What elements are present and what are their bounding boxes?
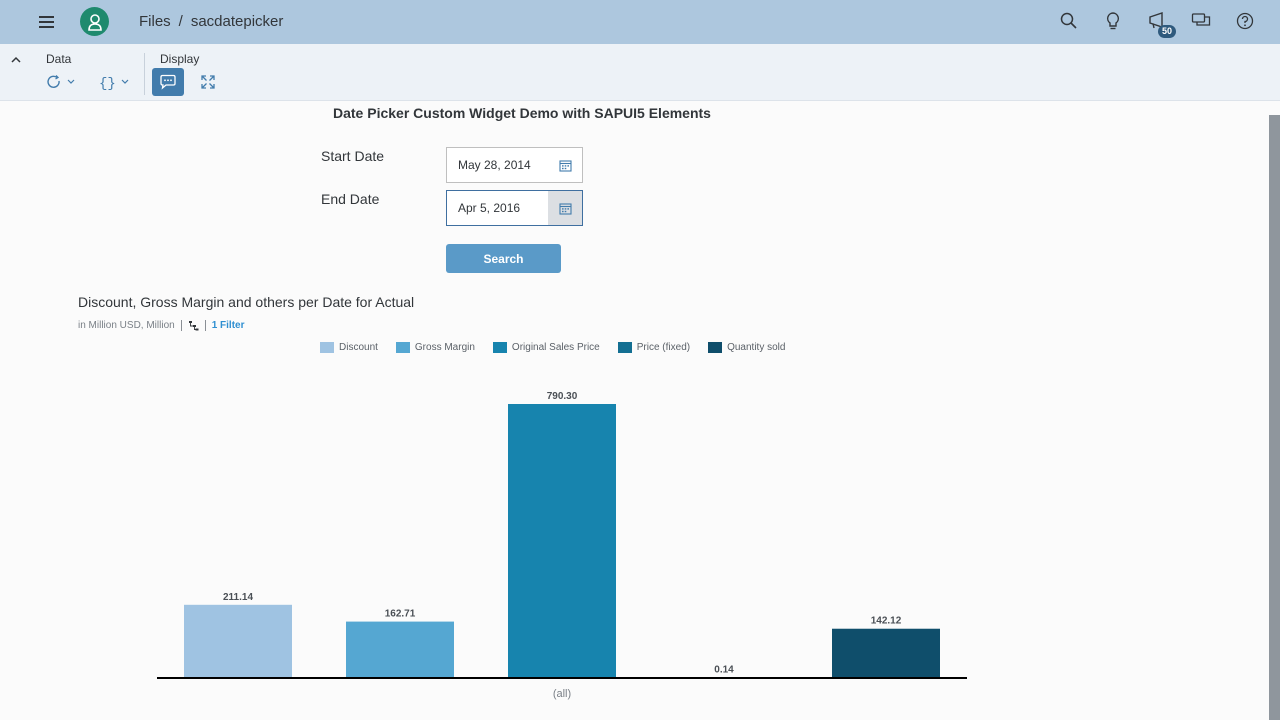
refresh-icon bbox=[47, 75, 75, 88]
legend-label: Quantity sold bbox=[727, 342, 786, 353]
bar-discount[interactable] bbox=[184, 604, 292, 678]
shell-actions: 50 bbox=[1058, 10, 1256, 38]
subtitle-divider bbox=[204, 320, 206, 331]
bar-value-label: 211.14 bbox=[223, 592, 253, 603]
breadcrumb: Files / sacdatepicker bbox=[139, 13, 283, 30]
bar-original-sales-price[interactable] bbox=[508, 404, 616, 678]
legend-item[interactable]: Gross Margin bbox=[395, 342, 475, 353]
end-date-picker[interactable]: Apr 5, 2016 bbox=[446, 190, 583, 226]
filter-link[interactable]: 1 Filter bbox=[211, 320, 245, 331]
start-date-picker[interactable]: May 28, 2014 bbox=[446, 147, 583, 183]
end-date-value[interactable]: Apr 5, 2016 bbox=[458, 201, 521, 215]
legend-item[interactable]: Quantity sold bbox=[708, 342, 785, 353]
legend-swatch bbox=[492, 342, 507, 353]
subtitle-divider bbox=[180, 320, 182, 331]
start-date-calendar-button[interactable] bbox=[548, 148, 582, 182]
chart-title: Discount, Gross Margin and others per Da… bbox=[78, 294, 415, 310]
breadcrumb-separator: / bbox=[178, 13, 183, 30]
curly-braces-icon: {} bbox=[99, 76, 129, 90]
bar-quantity-sold[interactable] bbox=[832, 628, 940, 678]
refresh-button[interactable] bbox=[44, 68, 78, 96]
legend-swatch bbox=[617, 342, 632, 353]
x-axis-category-label: (all) bbox=[553, 688, 571, 700]
start-date-label: Start Date bbox=[321, 148, 385, 164]
chart-legend: Discount Gross Margin Original Sales Price… bbox=[320, 342, 785, 353]
bar-value-label: 162.71 bbox=[385, 609, 416, 620]
end-date-calendar-button[interactable] bbox=[548, 191, 582, 225]
bar-value-label: 142.12 bbox=[871, 616, 902, 627]
user-avatar[interactable] bbox=[80, 7, 109, 36]
breadcrumb-current: sacdatepicker bbox=[190, 13, 284, 30]
search-button[interactable]: Search bbox=[446, 244, 561, 273]
legend-label: Discount bbox=[339, 342, 378, 353]
help-icon[interactable] bbox=[1234, 10, 1256, 32]
legend-item[interactable]: Original Sales Price bbox=[492, 342, 600, 353]
data-group-label: Data bbox=[46, 52, 72, 66]
user-icon bbox=[87, 13, 102, 31]
discussion-icon[interactable] bbox=[1190, 10, 1212, 32]
bar-gross-margin[interactable] bbox=[346, 621, 454, 678]
shell-bar: Files / sacdatepicker 50 bbox=[0, 0, 1280, 44]
start-date-value[interactable]: May 28, 2014 bbox=[458, 158, 531, 172]
legend-item[interactable]: Price (fixed) bbox=[617, 342, 691, 353]
toolbar-divider bbox=[144, 53, 145, 95]
svg-text:{}: {} bbox=[99, 76, 116, 90]
vertical-scrollbar[interactable] bbox=[1269, 115, 1280, 720]
comments-toggle-button[interactable] bbox=[152, 68, 184, 96]
breadcrumb-files[interactable]: Files bbox=[139, 13, 171, 30]
calendar-icon bbox=[558, 159, 572, 172]
hierarchy-icon[interactable] bbox=[188, 320, 199, 331]
script-variables-button[interactable]: {} bbox=[96, 68, 132, 96]
search-icon[interactable] bbox=[1058, 10, 1080, 32]
chart-units: in Million USD, Million bbox=[78, 320, 175, 331]
legend-label: Original Sales Price bbox=[511, 342, 600, 353]
notification-count-badge: 50 bbox=[1157, 25, 1176, 38]
collapse-toolbar-chevron-up-icon[interactable] bbox=[9, 53, 23, 67]
comment-icon bbox=[160, 74, 176, 90]
chart-subtitle: in Million USD, Million 1 Filter bbox=[78, 320, 245, 331]
bar-price-fixed[interactable] bbox=[670, 677, 778, 679]
widget-title: Date Picker Custom Widget Demo with SAPU… bbox=[333, 105, 711, 121]
legend-swatch bbox=[708, 342, 723, 353]
legend-label: Gross Margin bbox=[414, 342, 475, 353]
bar-value-label: 790.30 bbox=[547, 391, 578, 402]
legend-item[interactable]: Discount bbox=[320, 342, 378, 353]
display-group-label: Display bbox=[160, 52, 200, 66]
expand-icon bbox=[201, 75, 215, 89]
lightbulb-icon[interactable] bbox=[1102, 10, 1124, 32]
hamburger-menu-icon[interactable] bbox=[34, 12, 58, 32]
fullscreen-button[interactable] bbox=[196, 68, 220, 96]
legend-swatch bbox=[320, 342, 334, 353]
calendar-icon bbox=[558, 202, 572, 215]
legend-label: Price (fixed) bbox=[636, 342, 691, 353]
legend-swatch bbox=[395, 342, 410, 353]
toolbar: Data {} Display bbox=[0, 44, 1280, 101]
notifications-icon[interactable]: 50 bbox=[1146, 10, 1176, 38]
bar-value-label: 0.14 bbox=[714, 665, 734, 676]
end-date-label: End Date bbox=[321, 191, 380, 207]
